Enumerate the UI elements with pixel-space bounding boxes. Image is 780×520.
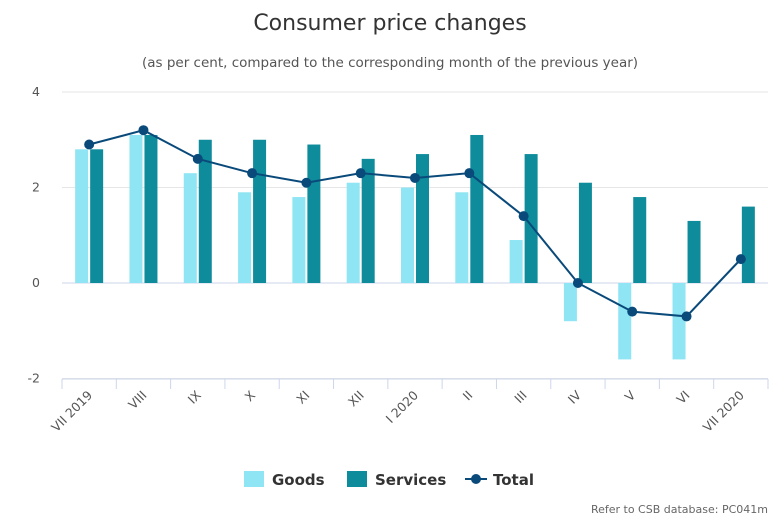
x-tick-label: VII 2020 xyxy=(700,387,747,434)
x-tick-label: VII 2019 xyxy=(48,387,95,434)
x-tick-label: IV xyxy=(565,387,585,407)
goods-bar xyxy=(129,134,143,283)
total-point xyxy=(192,153,203,164)
services-bar xyxy=(524,154,538,283)
total-point xyxy=(464,168,475,179)
total-point xyxy=(735,254,746,265)
bars xyxy=(75,134,755,360)
goods-bar xyxy=(346,182,360,283)
goods-bar xyxy=(238,192,252,283)
source-note: Refer to CSB database: PC041m xyxy=(591,503,768,516)
legend-services-label: Services xyxy=(375,471,446,489)
y-tick-label: 2 xyxy=(32,180,40,195)
services-bar xyxy=(578,182,592,283)
services-bar xyxy=(253,139,267,283)
services-bar xyxy=(633,197,647,283)
x-tick-label: VIII xyxy=(125,388,149,412)
total-point xyxy=(84,139,95,150)
x-tick-label: III xyxy=(511,388,529,406)
x-tick-label: IX xyxy=(185,387,205,407)
services-bar xyxy=(687,220,701,283)
chart-subtitle: (as per cent, compared to the correspond… xyxy=(142,55,638,71)
goods-bar xyxy=(563,283,577,322)
x-tick-label: XII xyxy=(345,388,367,410)
legend-services-swatch xyxy=(347,471,367,487)
goods-bar xyxy=(672,283,686,360)
y-axis-ticks: -2 0 2 4 xyxy=(28,84,41,386)
services-bar xyxy=(198,139,212,283)
goods-bar xyxy=(455,192,469,283)
total-point xyxy=(138,125,149,136)
goods-bar xyxy=(618,283,632,360)
y-tick-label: 4 xyxy=(32,84,40,99)
chart-title: Consumer price changes xyxy=(253,11,526,36)
total-point xyxy=(301,177,312,188)
legend: Goods Services Total xyxy=(244,471,534,489)
services-bar xyxy=(470,134,484,283)
total-line xyxy=(84,125,746,322)
total-point xyxy=(572,278,583,288)
services-bar xyxy=(741,206,755,283)
total-point xyxy=(410,172,420,183)
legend-total-label: Total xyxy=(493,471,534,489)
total-point xyxy=(681,311,692,322)
legend-total-marker xyxy=(471,474,481,484)
total-point xyxy=(247,168,258,179)
legend-goods-label: Goods xyxy=(272,471,325,489)
grid-lines xyxy=(62,91,768,379)
goods-bar xyxy=(183,173,197,283)
x-tick-label: XI xyxy=(293,388,312,407)
services-bar xyxy=(144,134,158,283)
y-tick-label: 0 xyxy=(32,275,40,290)
services-bar xyxy=(416,154,429,283)
x-tick-label: VI xyxy=(673,388,692,407)
services-bar xyxy=(90,149,104,283)
x-tick-label: I 2020 xyxy=(383,387,422,426)
total-point xyxy=(355,168,366,179)
services-bar xyxy=(307,144,321,283)
goods-bar xyxy=(509,240,523,283)
x-axis: VII 2019 VIII IX X XI XII I 2020 II III IV V VI VII … xyxy=(48,378,769,435)
x-tick-label: X xyxy=(242,387,259,404)
x-tick-label: V xyxy=(622,387,639,404)
total-point xyxy=(518,211,529,222)
goods-bar xyxy=(292,197,306,283)
legend-goods-swatch xyxy=(244,471,264,487)
total-point xyxy=(627,306,638,317)
goods-bar xyxy=(75,149,89,283)
services-bar xyxy=(361,158,375,283)
y-tick-label: -2 xyxy=(28,371,40,386)
goods-bar xyxy=(401,187,414,283)
x-tick-label: II xyxy=(460,388,476,404)
